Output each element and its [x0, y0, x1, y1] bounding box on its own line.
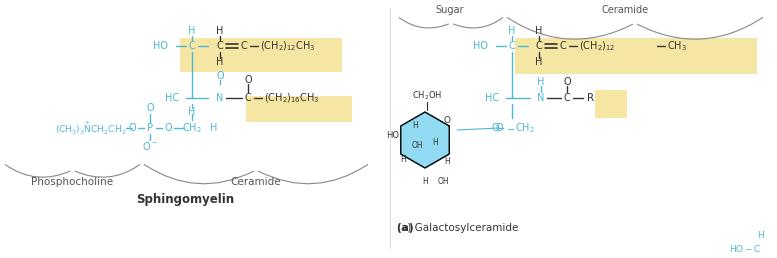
Text: Ceramide: Ceramide [231, 177, 281, 187]
Text: HO: HO [153, 41, 168, 51]
Text: $\mathregular{(CH_2)_{12}}$: $\mathregular{(CH_2)_{12}}$ [579, 39, 615, 53]
Text: C: C [509, 41, 515, 51]
Text: $\mathregular{CH_2}$: $\mathregular{CH_2}$ [515, 121, 535, 135]
Text: Sugar: Sugar [436, 5, 464, 15]
Text: C: C [535, 41, 542, 51]
Text: HC: HC [165, 93, 179, 103]
Text: H: H [188, 26, 196, 36]
Text: $-$: $-$ [506, 123, 515, 133]
Text: C: C [559, 41, 566, 51]
Text: P: P [147, 123, 153, 133]
Text: $\mathregular{CH_3}$: $\mathregular{CH_3}$ [667, 39, 687, 53]
Text: Sphingomyelin: Sphingomyelin [136, 194, 234, 206]
Text: N: N [216, 93, 224, 103]
Text: C: C [245, 93, 252, 103]
Text: C: C [241, 41, 247, 51]
Text: $\mathregular{O^-}$: $\mathregular{O^-}$ [142, 140, 158, 152]
Text: O: O [146, 103, 154, 113]
Text: N: N [538, 93, 545, 103]
Text: H: H [432, 138, 438, 147]
Text: Phosphocholine: Phosphocholine [31, 177, 113, 187]
Text: O: O [491, 123, 499, 133]
Text: O: O [563, 77, 571, 87]
Text: $\mathregular{(CH_2)_{12}CH_3}$: $\mathregular{(CH_2)_{12}CH_3}$ [260, 39, 315, 53]
Text: O: O [128, 123, 136, 133]
Text: H: H [422, 178, 428, 187]
Polygon shape [401, 112, 449, 168]
Text: H: H [216, 26, 224, 36]
Text: H: H [508, 26, 516, 36]
Text: OH: OH [437, 178, 449, 187]
Text: $\mathregular{(CH_2)_{16}CH_3}$: $\mathregular{(CH_2)_{16}CH_3}$ [264, 91, 319, 105]
Text: HO: HO [386, 131, 399, 140]
Text: H: H [211, 123, 218, 133]
Text: HO: HO [473, 41, 488, 51]
FancyBboxPatch shape [180, 38, 342, 72]
Text: $\mathregular{CH_2OH}$: $\mathregular{CH_2OH}$ [412, 90, 442, 102]
Text: C: C [189, 41, 195, 51]
Text: H: H [188, 107, 196, 117]
Text: O: O [444, 116, 451, 125]
Text: C: C [563, 93, 570, 103]
Text: H: H [535, 26, 542, 36]
Text: H: H [412, 120, 418, 130]
Text: (a) Galactosylceramide: (a) Galactosylceramide [397, 223, 518, 233]
Text: H: H [757, 231, 763, 240]
Text: $\mathregular{(CH_3)_3\overset{+}{N}CH_2CH_2}$: $\mathregular{(CH_3)_3\overset{+}{N}CH_2… [54, 119, 126, 137]
Text: H: H [400, 156, 406, 165]
Text: R: R [587, 93, 594, 103]
Text: OH: OH [411, 141, 423, 149]
FancyBboxPatch shape [595, 90, 627, 118]
Text: $\mathregular{CH_2}$: $\mathregular{CH_2}$ [182, 121, 202, 135]
Text: (a): (a) [397, 223, 417, 233]
Text: O: O [495, 123, 503, 133]
Text: HC: HC [485, 93, 499, 103]
Text: H: H [444, 157, 450, 166]
Text: O: O [164, 123, 172, 133]
Text: $\mathregular{HO-C}$: $\mathregular{HO-C}$ [729, 243, 761, 254]
Text: O: O [244, 75, 252, 85]
Text: Ceramide: Ceramide [601, 5, 649, 15]
FancyBboxPatch shape [515, 38, 757, 74]
Text: O: O [216, 71, 224, 81]
Text: H: H [538, 77, 545, 87]
Text: H: H [535, 57, 542, 67]
Text: C: C [217, 41, 223, 51]
FancyBboxPatch shape [246, 96, 352, 122]
Text: H: H [216, 57, 224, 67]
